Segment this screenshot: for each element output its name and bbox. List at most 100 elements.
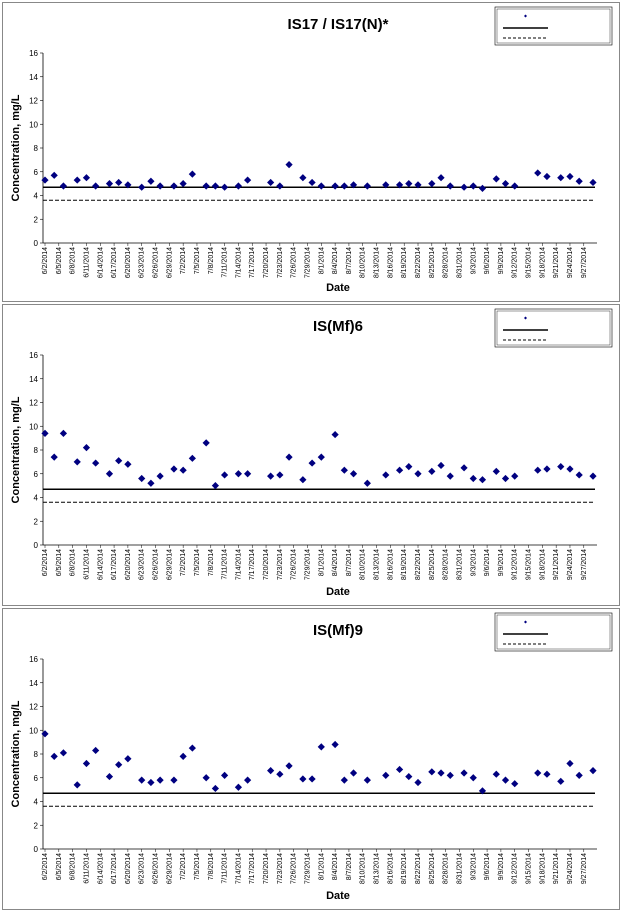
data-point xyxy=(349,470,358,478)
data-point xyxy=(211,784,219,793)
x-tick-label: 6/23/2014 xyxy=(139,853,146,884)
x-tick-label: 7/23/2014 xyxy=(277,853,284,884)
x-tick-label: 8/28/2014 xyxy=(443,853,450,884)
data-point xyxy=(267,767,275,775)
x-tick-label: 6/26/2014 xyxy=(153,549,160,580)
data-point xyxy=(234,470,243,478)
x-tick-label: 6/8/2014 xyxy=(70,247,77,274)
data-point xyxy=(437,174,445,182)
x-tick-label: 8/1/2014 xyxy=(318,853,325,880)
y-tick-label: 12 xyxy=(29,399,38,408)
chart-title: IS(Mf)9 xyxy=(313,622,363,639)
x-tick-label: 8/7/2014 xyxy=(346,853,353,880)
data-point xyxy=(220,771,229,779)
data-point xyxy=(188,170,196,178)
x-tick-label: 8/13/2014 xyxy=(374,853,381,884)
y-tick-label: 0 xyxy=(34,541,39,550)
x-tick-label: 7/5/2014 xyxy=(194,853,201,880)
x-tick-label: 8/28/2014 xyxy=(443,549,450,580)
data-point xyxy=(469,774,477,782)
x-tick-label: 9/18/2014 xyxy=(539,853,546,884)
data-point xyxy=(115,457,123,465)
data-point xyxy=(50,171,58,179)
data-point xyxy=(188,744,196,752)
data-point xyxy=(299,775,307,783)
x-tick-label: 6/14/2014 xyxy=(97,853,104,884)
x-tick-label: 6/2/2014 xyxy=(42,853,49,880)
x-tick-label: 6/23/2014 xyxy=(139,549,146,580)
y-tick-label: 14 xyxy=(29,679,38,688)
data-point xyxy=(460,464,468,472)
data-point xyxy=(414,470,422,478)
data-point xyxy=(492,770,500,778)
data-point xyxy=(363,182,371,190)
data-point xyxy=(92,182,100,190)
y-tick-label: 10 xyxy=(29,120,38,129)
data-point xyxy=(382,771,390,779)
data-point xyxy=(534,169,542,177)
data-point xyxy=(92,459,100,467)
data-point xyxy=(188,454,196,462)
y-tick-label: 8 xyxy=(34,446,39,455)
data-point xyxy=(244,176,252,184)
legend-box xyxy=(494,612,613,652)
x-tick-label: 9/9/2014 xyxy=(498,247,505,274)
x-tick-label: 7/2/2014 xyxy=(180,549,187,576)
data-point xyxy=(179,752,187,760)
data-point xyxy=(405,180,413,188)
data-point xyxy=(566,465,574,473)
x-tick-label: 6/11/2014 xyxy=(83,853,90,884)
data-point xyxy=(41,176,49,184)
data-point xyxy=(285,762,293,770)
data-point xyxy=(331,182,339,190)
y-tick-label: 8 xyxy=(34,144,39,153)
x-tick-label: 6/17/2014 xyxy=(111,549,118,580)
x-tick-label: 6/17/2014 xyxy=(111,247,118,278)
x-tick-label: 8/7/2014 xyxy=(346,549,353,576)
data-point xyxy=(124,755,132,763)
data-point xyxy=(73,781,81,789)
x-tick-label: 7/14/2014 xyxy=(235,853,242,884)
data-point xyxy=(460,769,468,777)
x-tick-label: 8/16/2014 xyxy=(387,853,394,884)
x-tick-label: 8/28/2014 xyxy=(443,247,450,278)
data-point xyxy=(469,182,477,190)
data-point xyxy=(428,768,436,776)
x-tick-label: 7/29/2014 xyxy=(304,853,311,884)
data-point xyxy=(414,181,422,189)
x-tick-label: 7/14/2014 xyxy=(235,549,242,580)
x-tick-label: 7/26/2014 xyxy=(291,853,298,884)
data-point xyxy=(501,180,510,188)
data-point xyxy=(105,180,114,188)
data-point xyxy=(317,743,325,751)
data-point xyxy=(73,176,81,184)
x-tick-label: 6/20/2014 xyxy=(125,853,132,884)
data-point xyxy=(234,783,243,791)
x-tick-label: 8/31/2014 xyxy=(456,853,463,884)
data-point xyxy=(363,776,371,784)
data-point xyxy=(308,775,316,783)
x-tick-label: 9/9/2014 xyxy=(498,549,505,576)
legend-inner-frame xyxy=(496,614,611,650)
data-point xyxy=(589,767,597,775)
x-tick-label: 8/7/2014 xyxy=(346,247,353,274)
data-point xyxy=(446,771,454,779)
data-point xyxy=(105,470,114,478)
chart-panel-ismf6: IS(Mf)6 0 2 4 6 8 10 12 14 16 6/2/2014 6/5/2014 6/8/… xyxy=(2,304,620,606)
data-point xyxy=(179,180,187,188)
data-point xyxy=(446,472,454,480)
x-tick-label: 7/11/2014 xyxy=(222,247,229,278)
data-point xyxy=(202,182,210,190)
x-tick-label: 9/12/2014 xyxy=(512,549,519,580)
x-tick-label: 6/29/2014 xyxy=(166,549,173,580)
data-point xyxy=(478,476,487,484)
data-point xyxy=(156,472,164,480)
data-point xyxy=(179,466,187,474)
x-tick-label: 7/20/2014 xyxy=(263,549,270,580)
data-point xyxy=(395,181,404,189)
x-tick-label: 7/17/2014 xyxy=(249,247,256,278)
y-axis-label: Concentration, mg/L xyxy=(10,396,22,503)
data-point xyxy=(501,776,510,784)
data-point xyxy=(589,178,597,187)
